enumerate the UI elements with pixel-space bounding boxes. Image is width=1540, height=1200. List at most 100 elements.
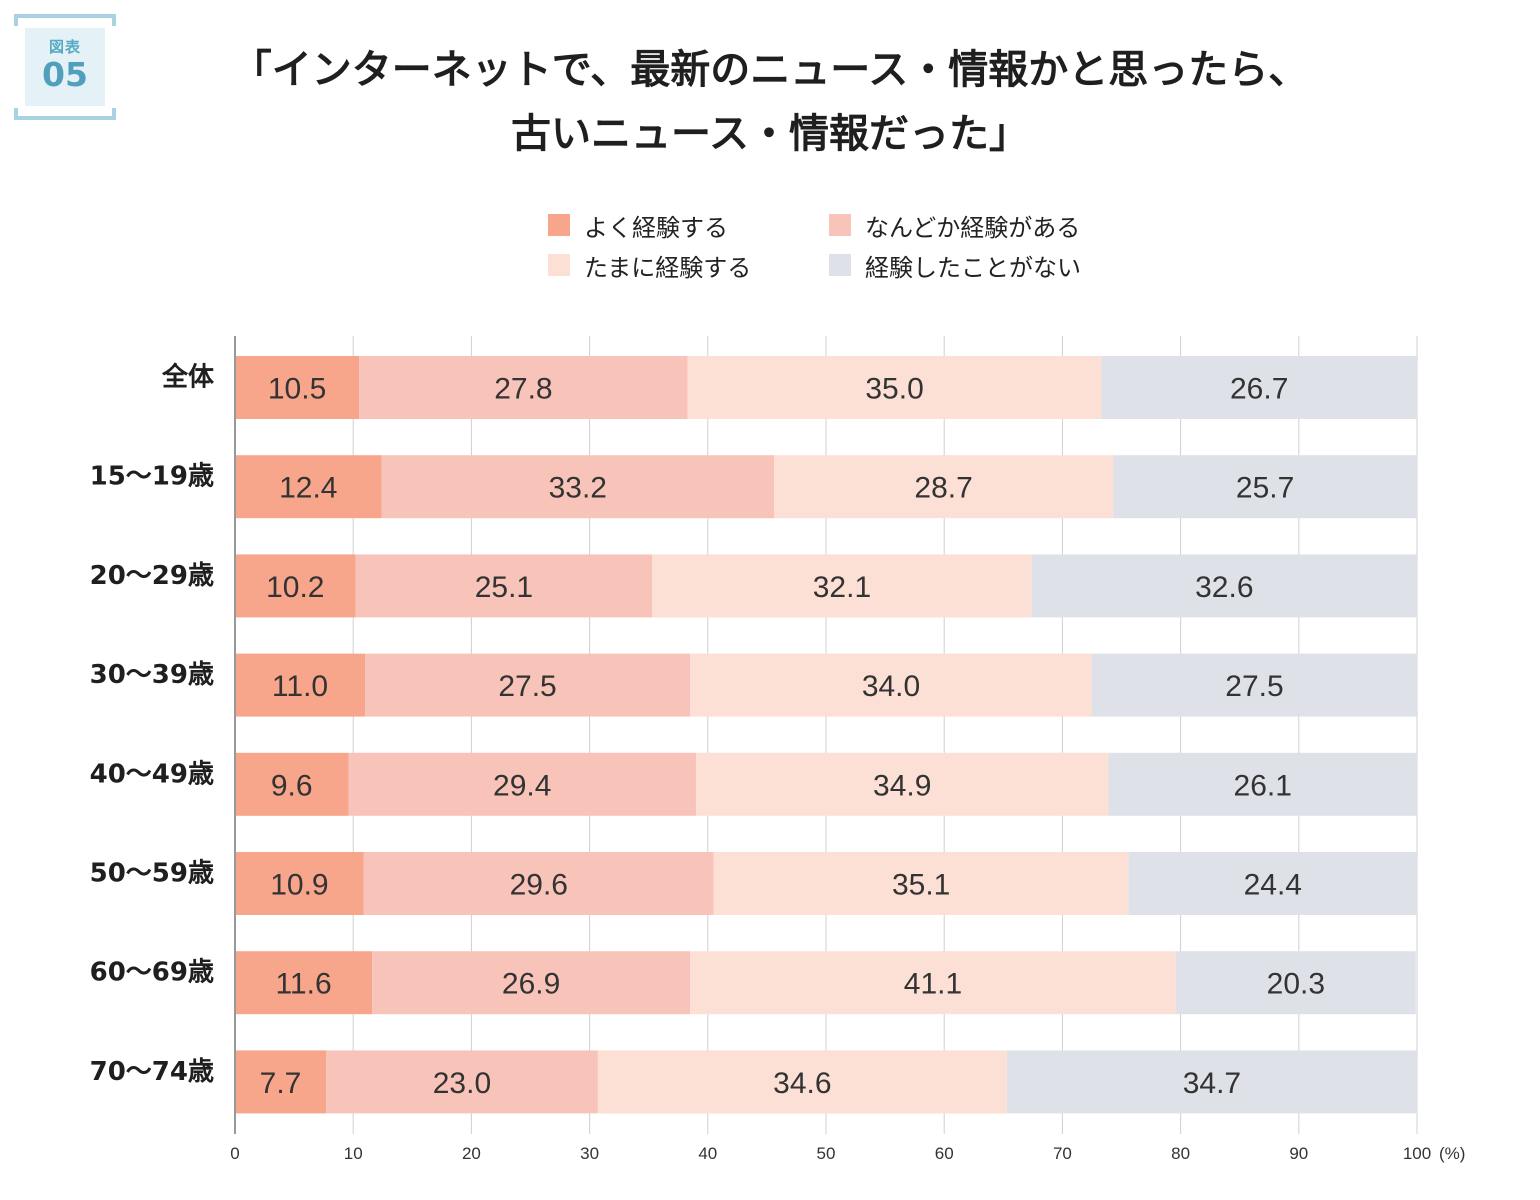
bar-segment-never-row-6 (1175, 951, 1416, 1015)
category-label-row-6: 60〜69歳 (90, 958, 214, 988)
data-label-often-row-0: 10.5 (268, 373, 326, 406)
data-label-never-row-3: 27.5 (1225, 670, 1283, 703)
legend-item-often: よく経験する (548, 210, 728, 242)
bar-segment-occasionally-row-0 (687, 356, 1102, 419)
legend-swatch-occasionally (548, 254, 570, 276)
data-label-often-row-5: 10.9 (270, 869, 328, 902)
badge-label: 図表 (48, 38, 81, 56)
badge-frame (14, 14, 116, 120)
data-label-occasionally-row-1: 28.7 (914, 472, 972, 505)
legend-label-never: 経験したことがない (865, 253, 1081, 282)
bar-segment-often-row-2 (235, 554, 356, 618)
x-tick-label-60: 60 (935, 1144, 954, 1163)
x-tick-label-80: 80 (1171, 1144, 1190, 1163)
data-label-never-row-1: 25.7 (1236, 472, 1294, 505)
badge-inner: 図表 05 (25, 28, 105, 106)
x-tick-label-50: 50 (817, 1144, 836, 1163)
bar-segment-sometimes-have-row-2 (355, 554, 653, 618)
category-label-row-4: 40〜49歳 (90, 759, 214, 789)
data-label-occasionally-row-4: 34.9 (873, 769, 931, 802)
data-label-never-row-4: 26.1 (1234, 769, 1292, 802)
legend-swatch-sometimes-have (829, 214, 851, 236)
bar-segment-often-row-7 (235, 1050, 327, 1114)
bar-segment-never-row-0 (1101, 356, 1417, 419)
x-tick-label-90: 90 (1289, 1144, 1308, 1163)
legend-label-occasionally: たまに経験する (584, 253, 752, 282)
x-tick-label-40: 40 (698, 1144, 717, 1163)
x-tick-label-20: 20 (462, 1144, 481, 1163)
data-label-never-row-5: 24.4 (1244, 869, 1302, 902)
data-label-sometimes-have-row-2: 25.1 (475, 571, 533, 604)
bar-segment-sometimes-have-row-0 (359, 356, 688, 419)
legend-label-often: よく経験する (584, 213, 728, 242)
bar-segment-often-row-6 (235, 951, 373, 1015)
bar-segment-never-row-3 (1091, 653, 1417, 717)
bar-segment-sometimes-have-row-4 (348, 752, 696, 816)
data-label-occasionally-row-0: 35.0 (865, 373, 923, 406)
data-label-never-row-6: 20.3 (1267, 968, 1325, 1001)
data-label-sometimes-have-row-5: 29.6 (510, 869, 568, 902)
bar-segment-often-row-5 (235, 852, 364, 915)
data-label-often-row-3: 11.0 (272, 670, 328, 703)
bar-segment-never-row-2 (1031, 554, 1417, 618)
bar-segment-never-row-5 (1128, 852, 1417, 915)
x-tick-label-30: 30 (580, 1144, 599, 1163)
bar-segment-sometimes-have-row-5 (363, 852, 714, 915)
category-label-row-7: 70〜74歳 (90, 1057, 214, 1087)
bar-segment-occasionally-row-5 (713, 852, 1129, 915)
data-label-sometimes-have-row-1: 33.2 (549, 472, 607, 505)
data-label-often-row-4: 9.6 (271, 769, 313, 802)
data-label-occasionally-row-2: 32.1 (813, 571, 871, 604)
category-label-row-0: 全体 (161, 362, 215, 393)
bar-segment-often-row-1 (235, 455, 382, 519)
chart-title-line2: 古いニュース・情報だった」 (511, 111, 1029, 157)
bar-segment-never-row-7 (1006, 1050, 1417, 1114)
bar-segment-often-row-4 (235, 752, 349, 816)
bar-segment-often-row-3 (235, 653, 366, 717)
bar-segment-sometimes-have-row-7 (326, 1050, 598, 1114)
badge-number: 05 (42, 55, 88, 94)
data-label-sometimes-have-row-3: 27.5 (498, 670, 556, 703)
bar-segment-occasionally-row-3 (690, 653, 1092, 717)
data-label-sometimes-have-row-0: 27.8 (494, 373, 552, 406)
data-label-never-row-0: 26.7 (1230, 373, 1288, 406)
bar-segment-sometimes-have-row-6 (372, 951, 691, 1015)
legend-label-sometimes-have: なんどか経験がある (865, 213, 1081, 242)
bar-segment-sometimes-have-row-3 (365, 653, 691, 717)
data-label-never-row-2: 32.6 (1195, 571, 1253, 604)
bar-segment-occasionally-row-1 (773, 455, 1114, 519)
legend-swatch-never (829, 254, 851, 276)
data-label-often-row-7: 7.7 (260, 1067, 302, 1100)
bar-segment-occasionally-row-7 (597, 1050, 1007, 1114)
chart-title-line1: 「インターネットで、最新のニュース・情報かと思ったら、 (231, 47, 1309, 93)
x-tick-label-0: 0 (230, 1144, 239, 1163)
data-label-often-row-6: 11.6 (275, 968, 331, 1001)
legend-item-occasionally: たまに経験する (548, 250, 752, 282)
data-label-often-row-2: 10.2 (266, 571, 324, 604)
legend-swatch-often (548, 214, 570, 236)
data-label-occasionally-row-7: 34.6 (773, 1067, 831, 1100)
legend-item-never: 経験したことがない (829, 250, 1081, 282)
bar-segment-occasionally-row-2 (652, 554, 1032, 618)
bar-segment-never-row-4 (1108, 752, 1417, 816)
category-label-row-2: 20〜29歳 (90, 561, 214, 591)
figure-badge: 図表 05 (14, 14, 116, 120)
category-label-row-1: 15〜19歳 (90, 462, 214, 492)
bar-segment-never-row-1 (1113, 455, 1417, 519)
data-label-sometimes-have-row-6: 26.9 (502, 968, 560, 1001)
x-axis-unit: (%) (1439, 1144, 1465, 1163)
data-label-occasionally-row-3: 34.0 (862, 670, 920, 703)
data-label-often-row-1: 12.4 (279, 472, 337, 505)
data-label-occasionally-row-5: 35.1 (892, 869, 950, 902)
data-label-occasionally-row-6: 41.1 (904, 968, 962, 1001)
data-label-never-row-7: 34.7 (1183, 1067, 1241, 1100)
bar-segment-often-row-0 (235, 356, 360, 419)
data-label-sometimes-have-row-7: 23.0 (433, 1067, 491, 1100)
bar-segment-occasionally-row-6 (690, 951, 1176, 1015)
legend-item-sometimes-have: なんどか経験がある (829, 210, 1081, 242)
category-label-row-3: 30〜39歳 (90, 660, 214, 690)
x-tick-label-10: 10 (344, 1144, 363, 1163)
x-tick-label-100: 100 (1403, 1144, 1431, 1163)
data-label-sometimes-have-row-4: 29.4 (493, 769, 551, 802)
